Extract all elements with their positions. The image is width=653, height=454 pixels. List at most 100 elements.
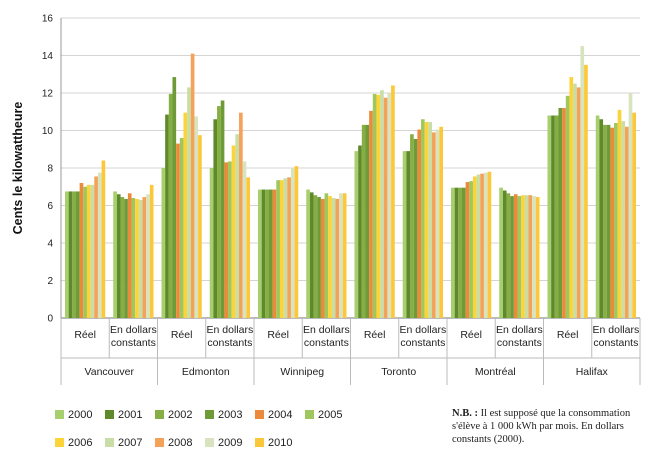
bar-vancouver-constants-2000	[113, 191, 117, 318]
legend-swatch-2000	[55, 410, 64, 419]
bar-montréal-reel-2004	[465, 182, 470, 318]
bar-vancouver-constants-2003	[124, 198, 128, 318]
bar-toronto-constants-2000	[402, 151, 407, 318]
bar-halifax-reel-2007	[573, 83, 577, 318]
bar-winnipeg-constants-2007	[331, 198, 336, 318]
y-tick-label: 14	[42, 51, 54, 62]
bar-vancouver-reel-2007	[90, 184, 95, 318]
y-tick-label: 6	[47, 201, 53, 212]
bar-winnipeg-constants-2005	[324, 193, 329, 318]
bar-edmonton-reel-2003	[172, 77, 177, 318]
bar-vancouver-constants-2006	[135, 198, 139, 318]
bar-vancouver-reel-2001	[68, 191, 73, 318]
group-label: Halifax	[576, 366, 609, 378]
bar-halifax-constants-2003	[606, 124, 611, 318]
bar-winnipeg-reel-2009	[290, 168, 295, 318]
bar-winnipeg-reel-2001	[261, 189, 266, 318]
legend-swatch-2009	[205, 438, 214, 447]
bar-edmonton-constants-2001	[213, 119, 218, 318]
bar-winnipeg-constants-2000	[306, 189, 310, 318]
bar-montréal-reel-2010	[487, 171, 492, 318]
bar-toronto-reel-2008	[383, 97, 388, 318]
bar-vancouver-constants-2010	[149, 184, 154, 318]
category-label: En dollars constants	[303, 324, 350, 349]
legend-swatch-2005	[305, 410, 314, 419]
y-tick-label: 4	[47, 239, 53, 250]
bar-winnipeg-constants-2004	[320, 198, 325, 318]
category-label: Réel	[267, 329, 289, 341]
bar-winnipeg-reel-2006	[279, 180, 284, 318]
bar-vancouver-constants-2007	[138, 199, 143, 318]
legend-swatch-2002	[155, 410, 164, 419]
group-label: Edmonton	[182, 366, 230, 378]
bar-toronto-reel-2002	[361, 124, 366, 318]
bar-toronto-reel-2007	[380, 90, 384, 318]
bar-montréal-reel-2006	[472, 176, 477, 318]
legend-label-2005: 2005	[318, 409, 342, 421]
bar-winnipeg-constants-2008	[335, 198, 340, 318]
bar-vancouver-reel-2003	[75, 191, 80, 318]
bar-montréal-constants-2004	[513, 194, 518, 318]
bar-winnipeg-reel-2005	[276, 180, 280, 318]
group-label: Toronto	[381, 366, 416, 378]
bar-halifax-reel-2009	[580, 46, 585, 318]
bar-edmonton-reel-2007	[187, 87, 191, 318]
legend-swatch-2003	[205, 410, 214, 419]
bar-montréal-constants-2000	[499, 187, 503, 318]
bar-toronto-constants-2003	[413, 138, 418, 318]
bar-toronto-reel-2001	[358, 145, 362, 318]
bar-halifax-constants-2010	[632, 112, 636, 318]
group-label: Montréal	[475, 366, 516, 378]
bar-winnipeg-constants-2006	[328, 196, 332, 318]
bar-toronto-constants-2007	[428, 122, 433, 318]
bar-winnipeg-reel-2008	[287, 177, 291, 318]
bar-vancouver-reel-2010	[101, 160, 106, 318]
category-label: Réel	[460, 329, 482, 341]
y-tick-label: 16	[42, 14, 54, 25]
bar-vancouver-constants-2004	[127, 193, 132, 318]
bar-edmonton-constants-2008	[239, 112, 243, 318]
bar-winnipeg-constants-2002	[313, 195, 318, 318]
bar-winnipeg-reel-2007	[283, 178, 288, 318]
legend-label-2010: 2010	[268, 437, 292, 449]
bar-toronto-reel-2006	[376, 94, 381, 318]
bar-vancouver-constants-2005	[131, 198, 136, 318]
bar-halifax-constants-2006	[617, 109, 622, 318]
bar-montréal-constants-2005	[517, 196, 522, 318]
bar-edmonton-constants-2006	[231, 145, 236, 318]
bar-halifax-reel-2000	[547, 115, 552, 318]
bar-toronto-constants-2009	[435, 129, 440, 318]
bar-halifax-reel-2008	[576, 87, 581, 318]
bar-toronto-constants-2002	[410, 134, 414, 318]
category-label: En dollars constants	[110, 324, 157, 349]
bar-vancouver-constants-2001	[116, 194, 121, 318]
bar-edmonton-constants-2009	[242, 161, 247, 318]
bar-edmonton-constants-2004	[224, 162, 229, 318]
bar-edmonton-reel-2005	[179, 138, 184, 318]
bar-edmonton-reel-2009	[194, 116, 199, 318]
bar-edmonton-reel-2006	[183, 112, 188, 318]
bar-vancouver-constants-2008	[142, 197, 147, 318]
legend-swatch-2007	[105, 438, 114, 447]
bar-halifax-reel-2010	[584, 64, 588, 318]
footnote-title: N.B. :	[452, 408, 478, 419]
bar-toronto-constants-2004	[417, 129, 422, 318]
bar-edmonton-constants-2007	[235, 134, 240, 318]
legend-swatch-2006	[55, 438, 64, 447]
bar-montréal-reel-2009	[483, 172, 488, 318]
bar-montréal-reel-2005	[469, 181, 473, 318]
bar-halifax-constants-2001	[599, 119, 604, 318]
bar-winnipeg-reel-2004	[272, 189, 277, 318]
y-tick-label: 0	[47, 314, 53, 325]
legend-label-2007: 2007	[118, 437, 142, 449]
bar-edmonton-constants-2003	[220, 100, 225, 318]
bar-montréal-reel-2007	[476, 174, 481, 318]
bar-edmonton-constants-2000	[209, 168, 214, 318]
bar-montréal-constants-2009	[532, 196, 536, 318]
group-label: Vancouver	[85, 366, 135, 378]
bar-vancouver-reel-2005	[83, 186, 87, 318]
bar-montréal-reel-2000	[451, 187, 455, 318]
bar-winnipeg-constants-2003	[317, 197, 321, 318]
category-label: En dollars constants	[207, 324, 254, 349]
